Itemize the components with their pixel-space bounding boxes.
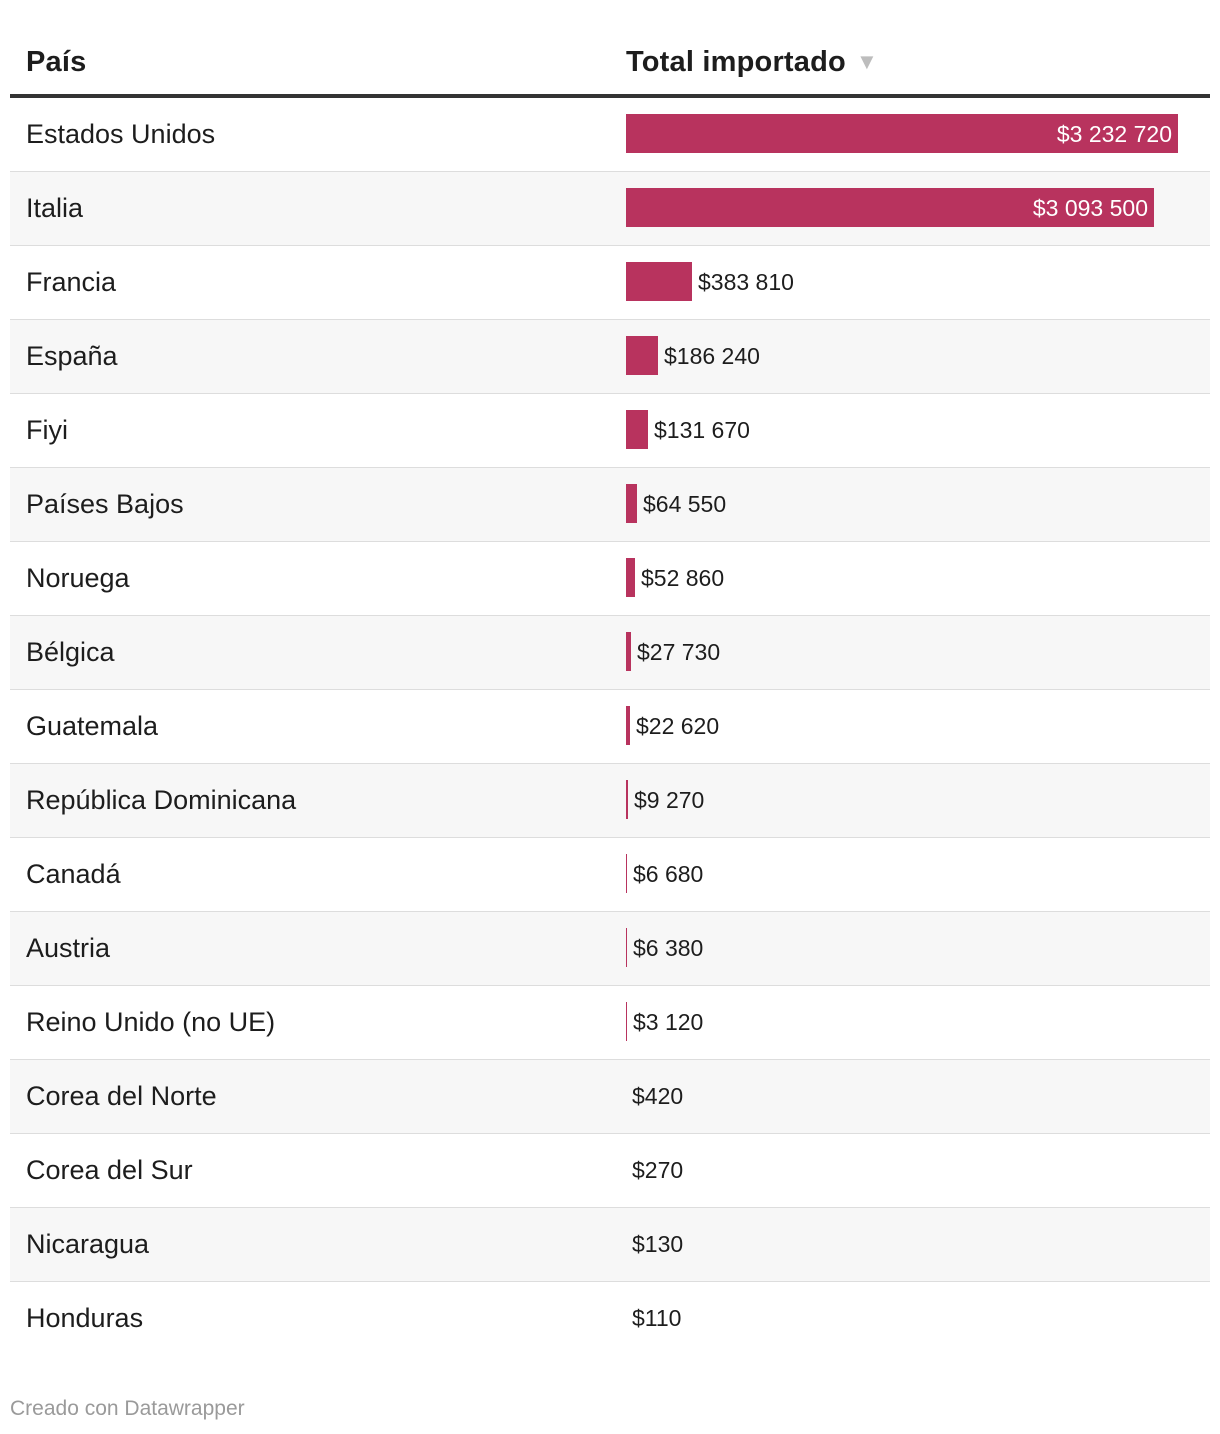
bar	[626, 188, 1154, 227]
bar-cell: $64 550	[626, 468, 1186, 540]
country-label: Países Bajos	[26, 489, 184, 519]
column-header-total-label: Total importado	[626, 46, 846, 78]
country-label: Austria	[26, 933, 111, 963]
table-row: Reino Unido (no UE) $3 120	[10, 986, 1210, 1060]
bar	[626, 484, 637, 523]
value-label: $22 620	[636, 713, 720, 739]
bar	[626, 632, 631, 671]
bar	[626, 780, 628, 819]
country-label: Honduras	[26, 1303, 144, 1333]
bar-cell: $27 730	[626, 616, 1186, 688]
country-label: Nicaragua	[26, 1229, 150, 1259]
country-label: Reino Unido (no UE)	[26, 1007, 276, 1037]
country-label: Francia	[26, 267, 117, 297]
table-row: Austria $6 380	[10, 912, 1210, 986]
bar	[626, 928, 627, 967]
column-header-total[interactable]: Total importado ▼	[626, 46, 878, 79]
table-row: Noruega $52 860	[10, 542, 1210, 616]
bar	[626, 1002, 627, 1041]
data-table: País Total importado ▼ Estados Unidos $3 2…	[10, 28, 1210, 1356]
bar-cell: $6 380	[626, 912, 1186, 984]
value-label: $3 232 720	[1056, 121, 1172, 147]
column-header-country[interactable]: País	[26, 46, 86, 79]
column-header-country-label: País	[26, 46, 87, 78]
sort-descending-icon[interactable]: ▼	[855, 49, 878, 74]
value-label: $52 860	[641, 565, 725, 591]
value-label: $27 730	[637, 639, 721, 665]
table-row: España $186 240	[10, 320, 1210, 394]
table-row: Guatemala $22 620	[10, 690, 1210, 764]
table-row: Honduras $110	[10, 1282, 1210, 1356]
bar-cell: $22 620	[626, 690, 1186, 762]
country-label: Estados Unidos	[26, 119, 216, 149]
bar	[626, 114, 1178, 153]
bar-cell: $186 240	[626, 320, 1186, 392]
bar-cell: $383 810	[626, 246, 1186, 318]
country-label: Canadá	[26, 859, 121, 889]
bar	[626, 558, 635, 597]
table-row: Bélgica $27 730	[10, 616, 1210, 690]
value-label: $383 810	[698, 269, 794, 295]
value-label: $186 240	[664, 343, 760, 369]
value-label: $9 270	[634, 787, 705, 813]
bar	[626, 262, 692, 301]
bar-cell: $6 680	[626, 838, 1186, 910]
footer-credit[interactable]: Creado con Datawrapper	[10, 1397, 245, 1420]
country-label: Italia	[26, 193, 84, 223]
country-label: Corea del Norte	[26, 1081, 217, 1111]
bar-cell: $3 093 500	[626, 172, 1186, 244]
value-label: $131 670	[654, 417, 750, 443]
country-label: Guatemala	[26, 711, 159, 741]
table-row: Corea del Norte $420	[10, 1060, 1210, 1134]
table-row: Canadá $6 680	[10, 838, 1210, 912]
bar	[626, 410, 648, 449]
bar	[626, 336, 658, 375]
value-label: $6 680	[633, 861, 704, 887]
country-label: Bélgica	[26, 637, 115, 667]
table-header: País Total importado ▼	[10, 28, 1210, 98]
bar	[626, 854, 627, 893]
table-row: República Dominicana $9 270	[10, 764, 1210, 838]
bar-cell: $52 860	[626, 542, 1186, 614]
bar-cell: $110	[626, 1282, 1186, 1354]
bar-cell: $270	[626, 1134, 1186, 1206]
table-row: Países Bajos $64 550	[10, 468, 1210, 542]
country-label: Fiyi	[26, 415, 68, 445]
country-label: Noruega	[26, 563, 130, 593]
country-label: España	[26, 341, 118, 371]
value-label: $130	[632, 1231, 684, 1257]
value-label: $270	[632, 1157, 684, 1183]
country-label: República Dominicana	[26, 785, 297, 815]
value-label: $110	[632, 1305, 682, 1331]
country-label: Corea del Sur	[26, 1155, 193, 1185]
table-row: Francia $383 810	[10, 246, 1210, 320]
table-row: Nicaragua $130	[10, 1208, 1210, 1282]
table-row: Fiyi $131 670	[10, 394, 1210, 468]
value-label: $420	[632, 1083, 684, 1109]
bar-cell: $131 670	[626, 394, 1186, 466]
table-row: Estados Unidos $3 232 720	[10, 98, 1210, 172]
table-row: Corea del Sur $270	[10, 1134, 1210, 1208]
value-label: $3 093 500	[1032, 195, 1148, 221]
value-label: $6 380	[633, 935, 704, 961]
table-body: Estados Unidos $3 232 720 Italia $3 093 500…	[10, 98, 1210, 1356]
value-label: $3 120	[633, 1009, 704, 1035]
table-row: Italia $3 093 500	[10, 172, 1210, 246]
value-label: $64 550	[643, 491, 727, 517]
bar-cell: $130	[626, 1208, 1186, 1280]
bar-cell: $3 232 720	[626, 98, 1186, 170]
bar-cell: $3 120	[626, 986, 1186, 1058]
bar-cell: $420	[626, 1060, 1186, 1132]
bar	[626, 706, 630, 745]
bar-cell: $9 270	[626, 764, 1186, 836]
